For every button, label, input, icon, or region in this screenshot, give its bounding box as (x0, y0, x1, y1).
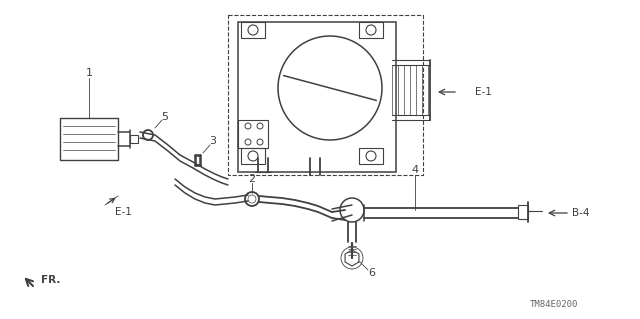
Bar (241, 148, 265, 164)
Text: E-1: E-1 (115, 207, 132, 217)
Text: 5: 5 (161, 112, 168, 122)
Text: 4: 4 (412, 165, 419, 175)
Text: 6: 6 (369, 268, 376, 278)
Text: E-1: E-1 (475, 87, 492, 97)
Bar (241, 22, 265, 38)
Text: B-4: B-4 (572, 208, 589, 218)
Bar (359, 148, 383, 164)
Bar (130, 135, 138, 143)
Bar (238, 22, 396, 172)
Bar (238, 120, 268, 148)
Text: TM84E0200: TM84E0200 (530, 300, 579, 309)
Bar (60, 118, 118, 160)
Bar (359, 22, 383, 38)
Text: 3: 3 (209, 136, 216, 146)
Text: FR.: FR. (42, 275, 61, 285)
Text: 1: 1 (86, 68, 93, 78)
Text: 2: 2 (248, 174, 255, 184)
Bar (228, 15, 423, 175)
Bar (518, 205, 528, 219)
